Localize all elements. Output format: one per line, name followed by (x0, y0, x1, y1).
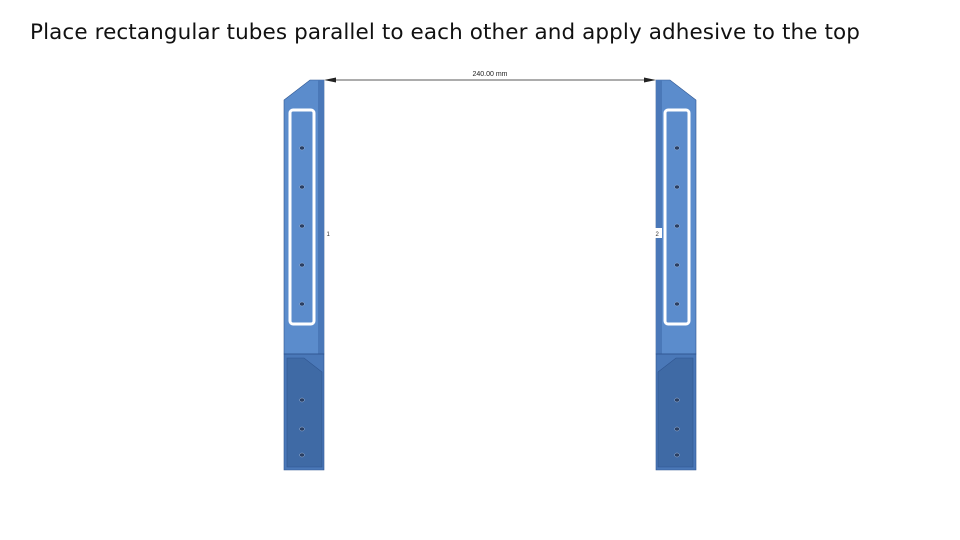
hole (674, 262, 680, 268)
right-tube-holes (674, 145, 680, 458)
right-tube-side-face (656, 80, 662, 354)
hole (674, 301, 680, 307)
hole (674, 184, 680, 190)
left-tube-gusset-plate (286, 357, 323, 468)
hole (299, 426, 305, 432)
right-tube-tag-box (653, 228, 662, 238)
left-tube-side-face (318, 80, 324, 354)
hole (674, 145, 680, 151)
right-tube-tag: 2 (656, 232, 660, 238)
hole (299, 184, 305, 190)
hole (674, 452, 680, 458)
hole (299, 145, 305, 151)
dimension-arrow-left (324, 77, 336, 83)
hole (299, 262, 305, 268)
hole (299, 223, 305, 229)
dimension-arrow-right (644, 77, 656, 83)
right-adhesive-area (663, 108, 691, 326)
hole (299, 452, 305, 458)
dimension-annotation: 240.00 mm (324, 71, 656, 83)
right-tube: 2 (653, 79, 697, 471)
left-tube-holes (299, 145, 305, 458)
slide-title: Place rectangular tubes parallel to each… (30, 20, 861, 45)
hole (674, 223, 680, 229)
dimension-label: 240.00 mm (472, 71, 507, 78)
left-tube-tag: 1 (327, 232, 331, 238)
hole (674, 426, 680, 432)
right-tube-gusset-plate (657, 357, 694, 468)
left-adhesive-area (288, 108, 316, 326)
left-tube: 1 (283, 79, 331, 471)
hole (674, 397, 680, 403)
hole (299, 301, 305, 307)
hole (299, 397, 305, 403)
